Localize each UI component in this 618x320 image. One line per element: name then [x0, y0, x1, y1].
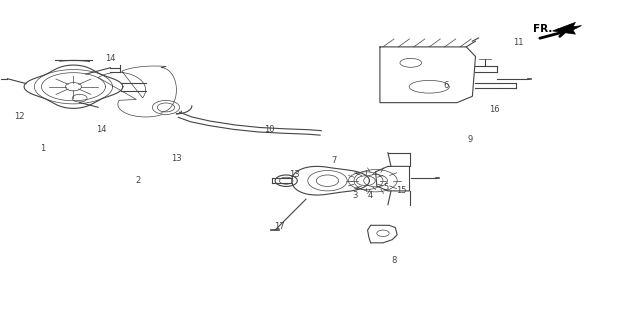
Text: 11: 11 [514, 38, 524, 47]
Text: 9: 9 [468, 135, 473, 144]
Text: 14: 14 [105, 53, 116, 62]
Text: 14: 14 [96, 125, 106, 134]
Text: 13: 13 [289, 170, 300, 179]
Text: 13: 13 [171, 154, 182, 163]
Text: 7: 7 [331, 156, 336, 164]
Text: 6: 6 [444, 81, 449, 90]
Text: 15: 15 [396, 186, 407, 195]
Text: 4: 4 [368, 190, 373, 200]
Text: 3: 3 [352, 190, 358, 200]
Text: 12: 12 [14, 113, 25, 122]
Text: 8: 8 [391, 256, 397, 265]
Text: FR.: FR. [533, 24, 553, 34]
Text: 16: 16 [489, 105, 499, 114]
Text: 10: 10 [264, 125, 274, 134]
Text: 1: 1 [40, 144, 45, 153]
Text: 5: 5 [383, 183, 389, 192]
Text: 2: 2 [135, 176, 140, 185]
Text: 17: 17 [274, 222, 285, 231]
Polygon shape [552, 22, 582, 34]
